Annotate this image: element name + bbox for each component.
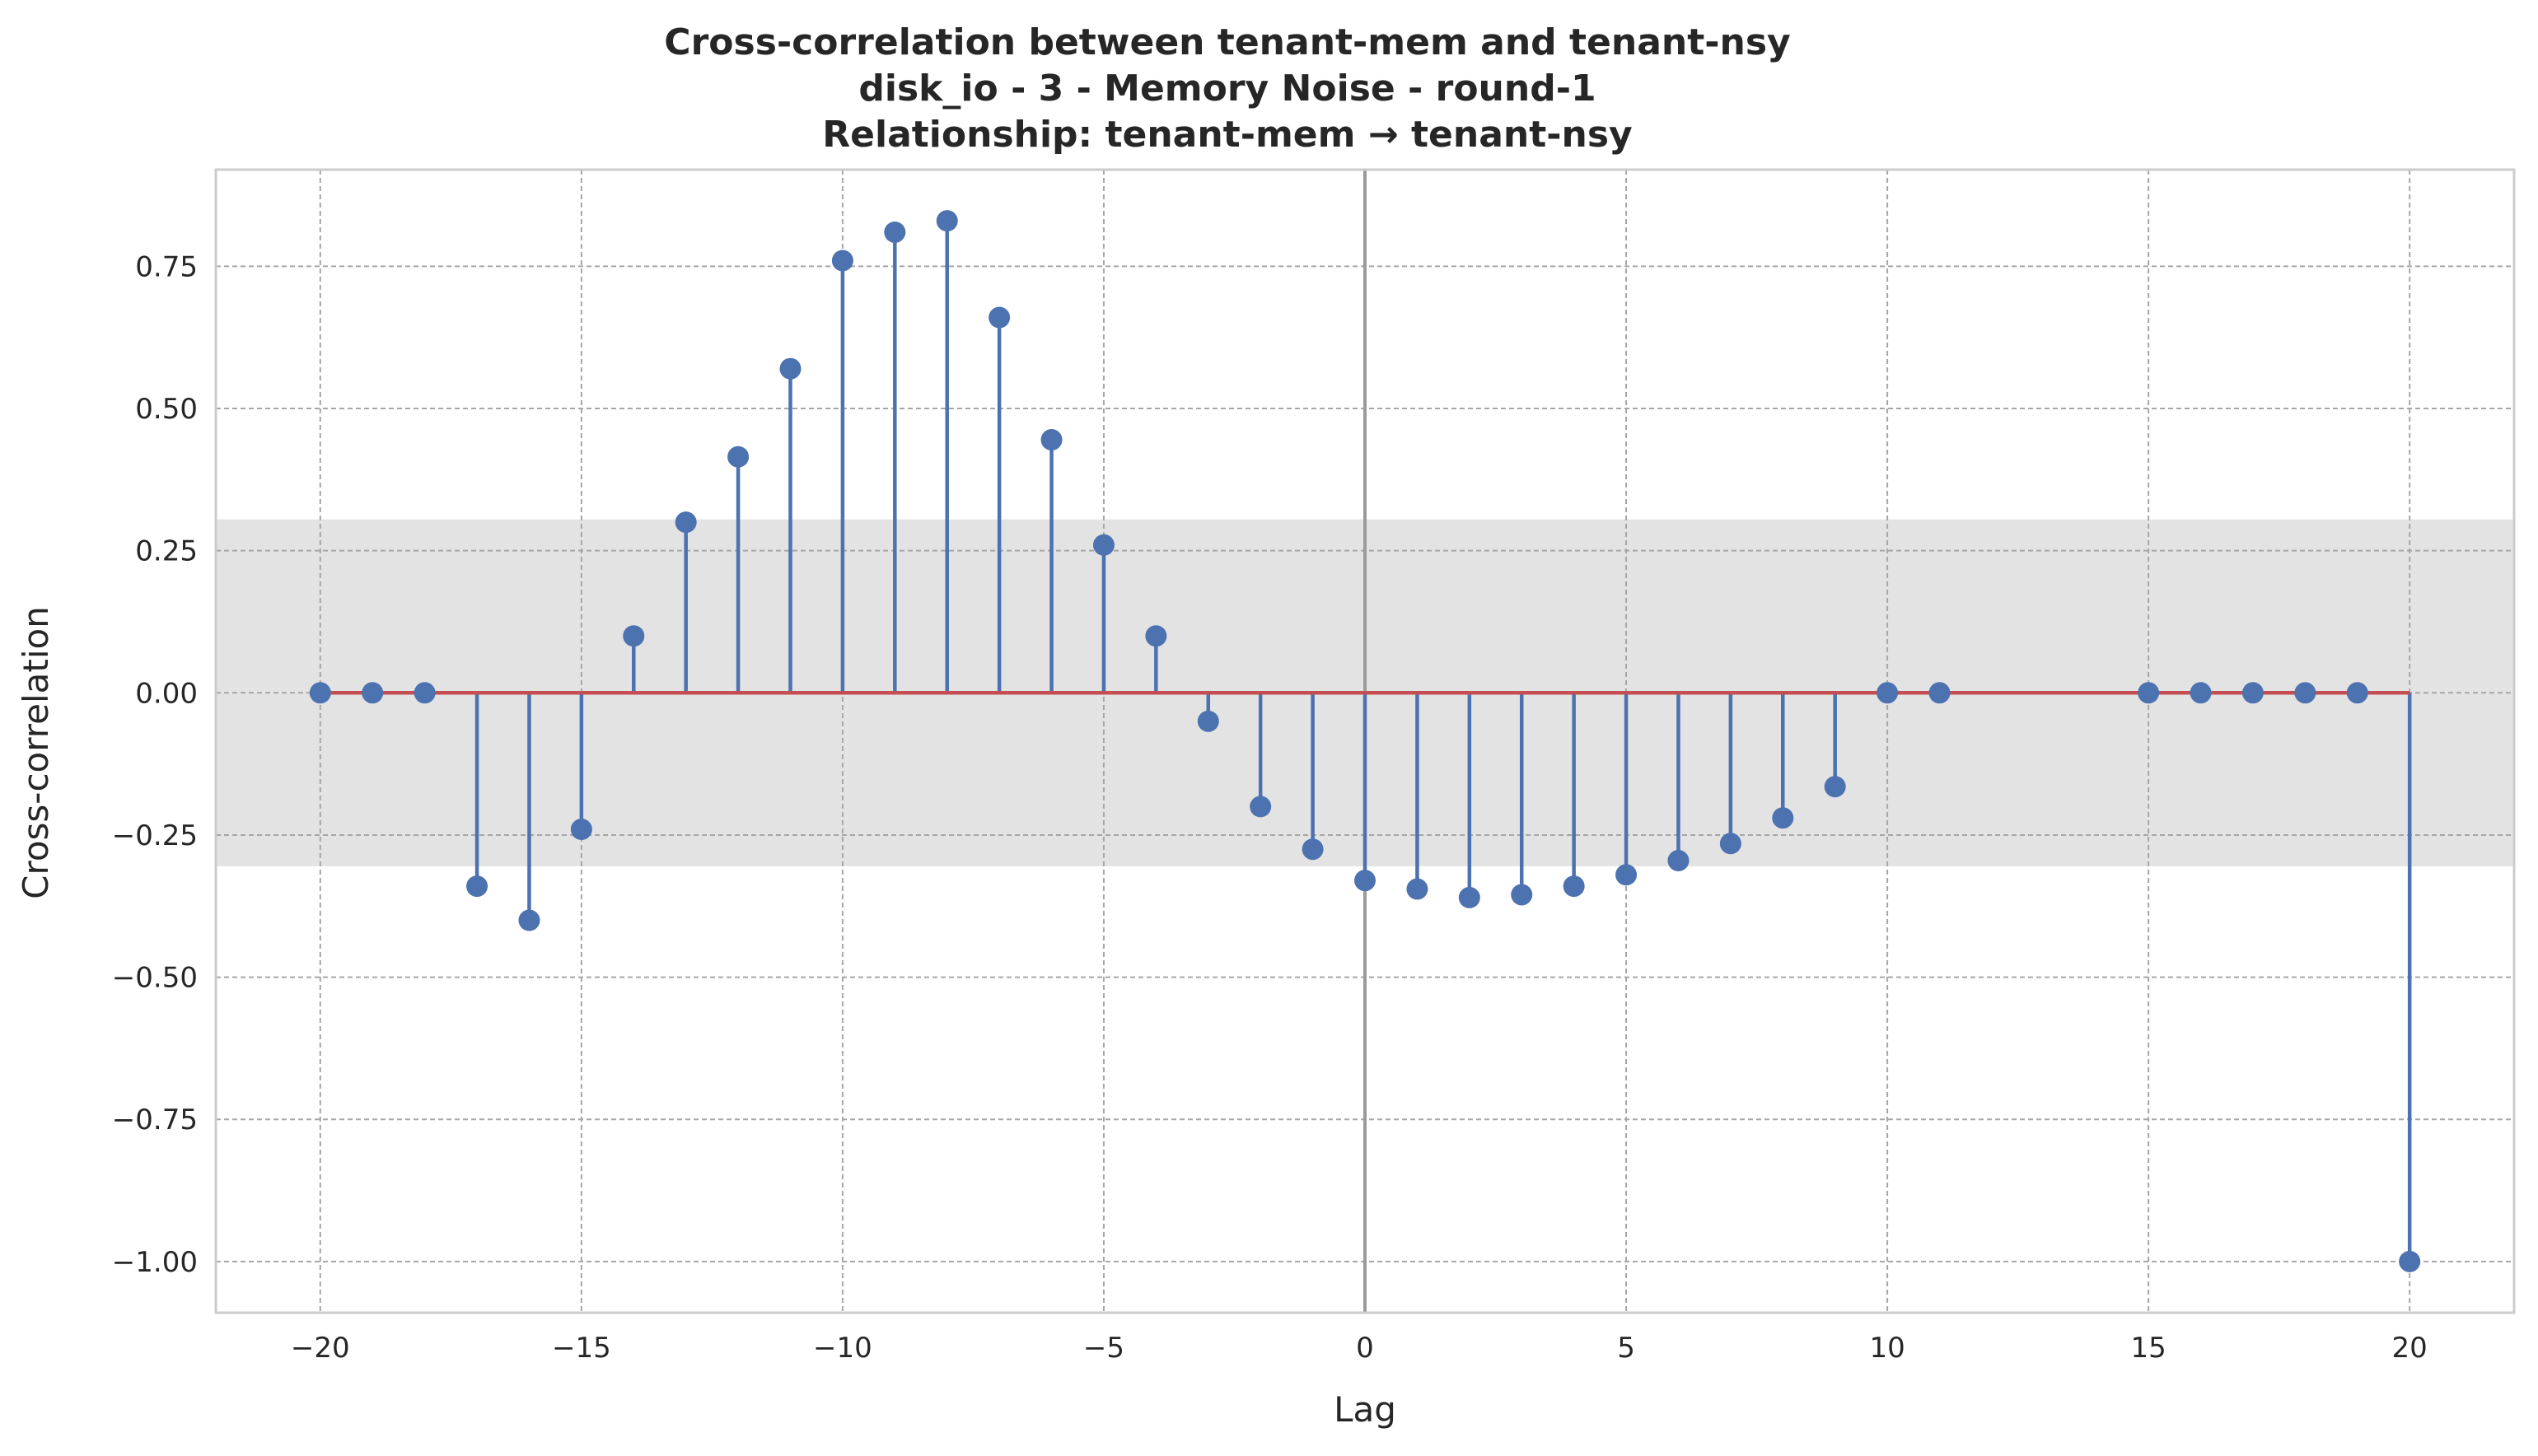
stem-marker [2138,682,2160,704]
stem-marker [1511,884,1533,906]
stem-marker [2241,682,2264,704]
stem-marker [518,909,540,931]
stem-marker [2346,682,2368,704]
stem-marker [1667,850,1690,872]
chart-title-line-1: Cross-correlation between tenant-mem and… [664,21,1790,63]
stem-marker [466,875,488,898]
stem-marker [1354,870,1376,892]
x-tick-label: 20 [2392,1332,2428,1365]
stem-marker [727,446,750,468]
y-tick-label: −1.00 [112,1246,198,1279]
x-tick-label: −15 [552,1332,611,1365]
stem-marker [1928,682,1951,704]
stem-marker [414,682,436,704]
stem-marker [1615,864,1638,886]
x-tick-labels: −20 −15 −10 −5 0 5 10 15 20 [291,1332,2428,1365]
x-tick-label: 5 [1617,1332,1635,1365]
stem-marker [2399,1250,2421,1272]
y-tick-label: 0.25 [135,535,198,568]
y-tick-label: 0.50 [135,393,198,426]
x-tick-label: −10 [813,1332,872,1365]
x-tick-label: −5 [1083,1332,1124,1365]
chart-title-line-3: Relationship: tenant-mem → tenant-nsy [822,114,1632,156]
stem-marker [1040,429,1063,451]
stem-marker [2190,682,2212,704]
y-axis-label: Cross-correlation [16,606,56,899]
stem-marker [362,682,384,704]
x-tick-label: −20 [291,1332,350,1365]
stem-marker [1302,838,1324,861]
x-tick-label: 15 [2131,1332,2166,1365]
stem-marker [1145,625,1167,647]
stem-marker [309,682,331,704]
stem-marker [1092,534,1115,556]
stem-marker [831,250,853,272]
x-axis-label: Lag [1334,1389,1396,1430]
stem-marker [884,221,906,243]
stem-marker [936,210,958,232]
chart-title-line-2: disk_io - 3 - Memory Noise - round-1 [858,68,1596,110]
stem-marker [1458,886,1480,908]
y-tick-label: 0.75 [135,250,198,283]
stem-marker [570,819,592,841]
stem-marker [1719,833,1741,855]
y-tick-label: −0.50 [112,962,198,995]
stem-marker [779,357,802,380]
x-tick-label: 0 [1356,1332,1374,1365]
plot-frame [214,168,2516,1314]
stem-markers [309,210,2421,1272]
stem-marker [989,306,1011,329]
stem-marker [1877,682,1899,704]
x-tick-label: 10 [1869,1332,1905,1365]
y-tick-label: −0.75 [112,1104,198,1136]
stem-marker [675,511,697,534]
stem-marker [1197,710,1219,732]
stem-marker [623,625,645,647]
y-tick-label: −0.25 [112,819,198,852]
stem-lines [474,221,2412,1262]
stem-marker [1563,875,1585,898]
stem-marker [2294,682,2316,704]
stem-marker [1406,878,1428,900]
y-tick-labels: 0.75 0.50 0.25 0.00 −0.25 −0.50 −0.75 −1.00 [112,250,198,1278]
y-tick-label: 0.00 [135,677,198,710]
stem-marker [1824,776,1846,798]
stem-marker [1772,807,1794,829]
stem-marker [1250,796,1272,818]
